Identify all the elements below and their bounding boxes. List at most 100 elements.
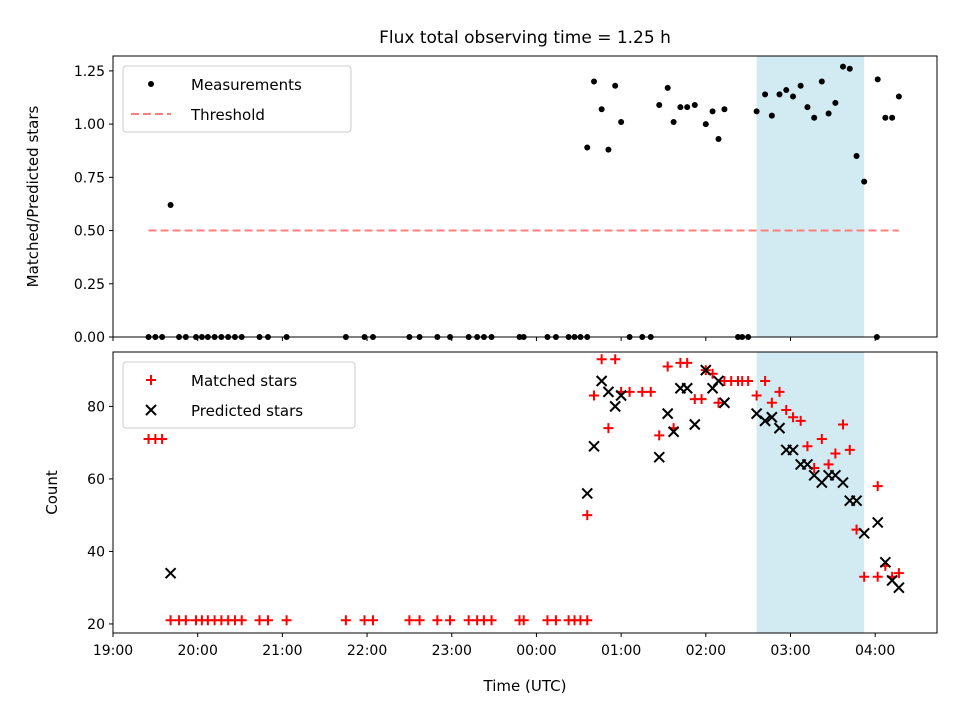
measurement-point	[797, 82, 804, 89]
legend-label: Measurements	[191, 76, 302, 94]
y-tick-label: 1.25	[74, 64, 105, 80]
predicted-point	[689, 418, 701, 431]
matched-point	[788, 412, 799, 423]
legend-box	[122, 65, 352, 133]
matched-point	[872, 481, 883, 492]
predicted-point	[766, 411, 778, 423]
predicted-point	[837, 476, 849, 489]
predicted-point	[872, 516, 884, 529]
measurement-point	[702, 121, 709, 128]
matched-point	[774, 386, 785, 397]
matched-point	[367, 615, 378, 626]
matched-point	[254, 615, 265, 626]
measurement-point	[612, 82, 619, 89]
measurement-point	[709, 108, 716, 115]
legend: Measurements Threshold	[122, 65, 352, 133]
matched-point	[816, 434, 827, 445]
matched-point	[550, 615, 561, 626]
matched-point	[713, 397, 724, 408]
x-tick-label: 04:00	[855, 643, 895, 659]
measurement-point	[591, 78, 598, 85]
matched-point	[766, 397, 777, 408]
predicted-point	[615, 389, 627, 402]
measurement-point	[584, 144, 591, 151]
matched-point	[859, 571, 870, 582]
predicted-point	[681, 382, 693, 394]
matched-point	[844, 444, 855, 455]
matched-point	[795, 415, 806, 426]
matched-point	[589, 390, 600, 401]
highlight-span	[756, 56, 865, 337]
matched-point	[823, 459, 834, 470]
predicted-point	[609, 400, 621, 413]
y-tick-label: 1.00	[74, 117, 105, 133]
measurement-point	[853, 153, 860, 160]
measurement-point	[167, 202, 174, 209]
axes-frame	[112, 351, 938, 634]
measurement-point	[882, 114, 889, 121]
legend-marker-measurements	[148, 81, 154, 87]
legend-box	[122, 361, 356, 429]
predicted-point	[700, 364, 712, 376]
measurement-point	[874, 76, 881, 83]
matched-point	[872, 571, 883, 582]
measurement-point	[832, 99, 839, 106]
legend-label: Threshold	[190, 106, 265, 124]
measurement-point	[715, 136, 722, 143]
y-tick-label: 80	[87, 399, 105, 415]
legend-label: Matched stars	[191, 372, 297, 390]
y-axis-label: Count	[43, 470, 61, 515]
predicted-point	[801, 458, 814, 471]
measurement-point	[818, 78, 825, 85]
measurement-point	[889, 114, 896, 121]
matched-point	[781, 405, 792, 416]
y-tick-label: 20	[87, 617, 105, 633]
matched-point	[236, 615, 247, 626]
measurement-point	[670, 118, 677, 125]
x-tick-label: 00:00	[516, 643, 556, 659]
x-axis-label: Time (UTC)	[483, 677, 567, 695]
measurement-point	[677, 104, 684, 111]
matched-point	[486, 615, 497, 626]
predicted-point	[718, 397, 731, 409]
x-tick-label: 21:00	[262, 643, 302, 659]
matched-point	[654, 430, 665, 441]
predicted-point	[893, 581, 905, 594]
matched-point	[281, 615, 292, 626]
measurement-point	[846, 65, 853, 72]
measurement-point	[684, 104, 691, 111]
y-axis-label: Matched/Predicted stars	[24, 106, 42, 288]
measurement-point	[762, 91, 769, 98]
measurement-point	[804, 104, 811, 111]
matched-point	[751, 390, 762, 401]
measurement-point	[691, 101, 698, 108]
matched-point	[582, 615, 593, 626]
predicted-point	[667, 426, 680, 438]
legend: Matched stars Predicted stars	[122, 361, 356, 429]
y-tick-label: 0.00	[74, 330, 105, 346]
measurement-point	[776, 91, 783, 98]
matched-point	[603, 423, 614, 434]
matched-point	[802, 441, 813, 452]
matched-point	[404, 615, 415, 626]
measurement-point	[790, 93, 797, 100]
predicted-point	[653, 451, 665, 463]
matched-point	[662, 361, 673, 372]
matched-point	[432, 615, 443, 626]
measurement-point	[811, 114, 818, 121]
x-tick-label: 01:00	[601, 643, 641, 659]
matched-point	[359, 615, 370, 626]
predicted-point	[858, 527, 870, 539]
predicted-point	[588, 440, 600, 452]
top-axes: 0.00 0.25 0.50 0.75 1.00 1.25 Matched/Predicte…	[24, 55, 938, 346]
bottom-axes: 20 40 60 80 19:00 20:00 21:00 22:00 23:00 00:00 01…	[43, 351, 938, 695]
x-tick-label: 03:00	[770, 643, 810, 659]
matched-point	[637, 386, 648, 397]
predicted-point	[164, 567, 177, 579]
predicted-point	[879, 556, 892, 569]
legend-label: Predicted stars	[191, 402, 303, 420]
matched-point	[518, 615, 529, 626]
y-tick-label: 0.25	[74, 277, 105, 293]
measurement-point	[618, 118, 625, 125]
